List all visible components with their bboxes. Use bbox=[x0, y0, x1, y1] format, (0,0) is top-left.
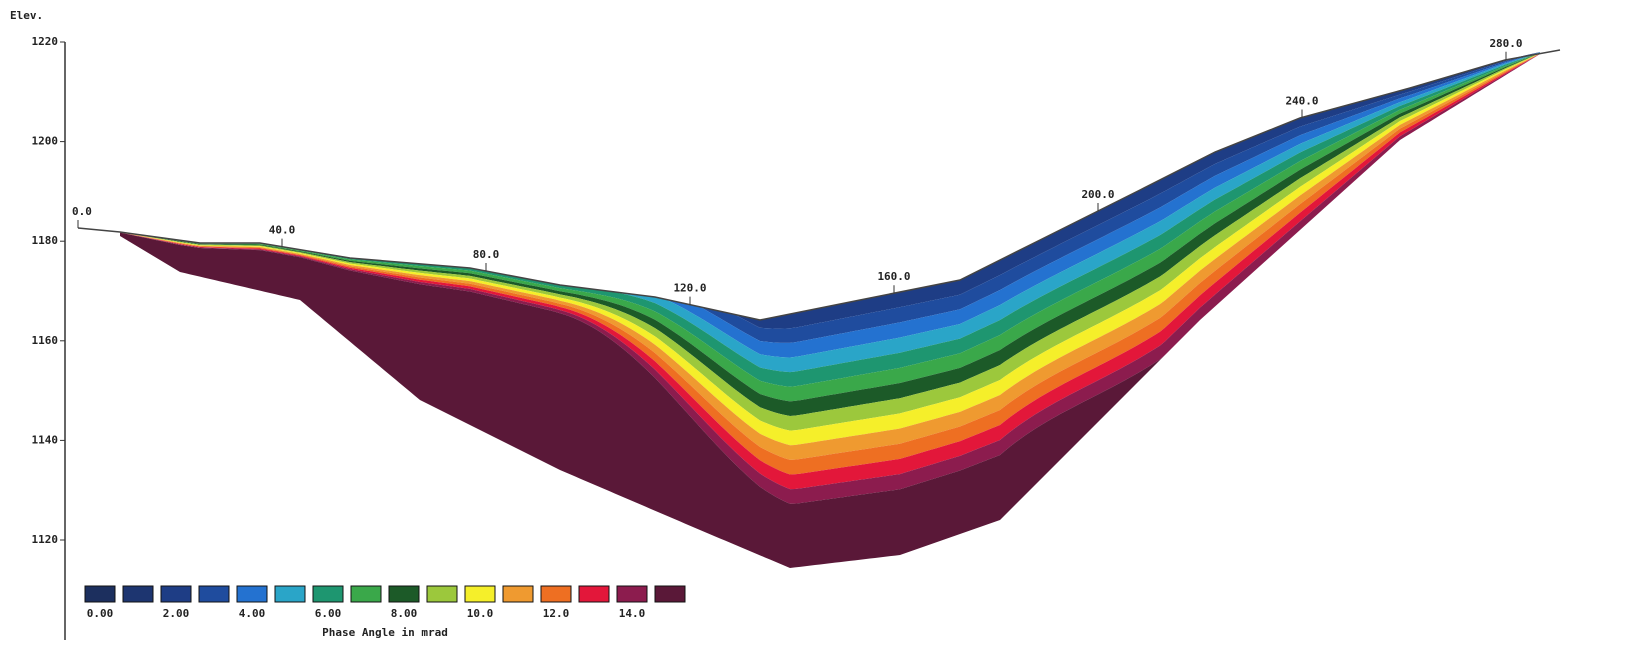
legend-label: 14.0 bbox=[619, 607, 646, 620]
distance-label: 160.0 bbox=[877, 270, 910, 283]
legend-swatch bbox=[122, 585, 154, 603]
legend-swatch bbox=[312, 585, 344, 603]
legend-label: 6.00 bbox=[315, 607, 342, 620]
legend-label: 4.00 bbox=[239, 607, 266, 620]
topography bbox=[77, 49, 1561, 321]
y-tick-label: 1200 bbox=[32, 135, 59, 148]
legend-swatch bbox=[84, 585, 116, 603]
y-axis-label: Elev. bbox=[10, 9, 43, 22]
legend-swatch bbox=[616, 585, 648, 603]
distance-label: 0.0 bbox=[72, 205, 92, 218]
legend-swatch bbox=[274, 585, 306, 603]
legend-swatch bbox=[578, 585, 610, 603]
legend-title: Phase Angle in mrad bbox=[322, 626, 448, 639]
legend-label: 10.0 bbox=[467, 607, 494, 620]
legend-swatch bbox=[540, 585, 572, 603]
legend-swatch bbox=[198, 585, 230, 603]
legend-swatch bbox=[654, 585, 686, 603]
y-tick-label: 1220 bbox=[32, 35, 59, 48]
legend-swatch bbox=[160, 585, 192, 603]
legend-label: 2.00 bbox=[163, 607, 190, 620]
distance-label: 120.0 bbox=[673, 282, 706, 295]
section bbox=[120, 52, 1540, 568]
distance-label: 200.0 bbox=[1081, 188, 1114, 201]
legend-swatch bbox=[350, 585, 382, 603]
y-tick-label: 1140 bbox=[32, 433, 59, 446]
legend-swatch bbox=[236, 585, 268, 603]
y-tick-label: 1160 bbox=[32, 334, 59, 347]
legend-label: 8.00 bbox=[391, 607, 418, 620]
legend-swatch bbox=[388, 585, 420, 603]
distance-label: 80.0 bbox=[473, 248, 500, 261]
y-tick-label: 1120 bbox=[32, 533, 59, 546]
phase-band bbox=[120, 54, 1540, 568]
legend-swatch bbox=[502, 585, 534, 603]
y-tick-label: 1180 bbox=[32, 234, 59, 247]
legend-swatch bbox=[464, 585, 496, 603]
distance-label: 280.0 bbox=[1489, 37, 1522, 50]
legend-label: 12.0 bbox=[543, 607, 570, 620]
legend-swatch bbox=[426, 585, 458, 603]
legend-label: 0.00 bbox=[87, 607, 114, 620]
distance-label: 40.0 bbox=[269, 224, 296, 237]
distance-label: 240.0 bbox=[1285, 94, 1318, 107]
